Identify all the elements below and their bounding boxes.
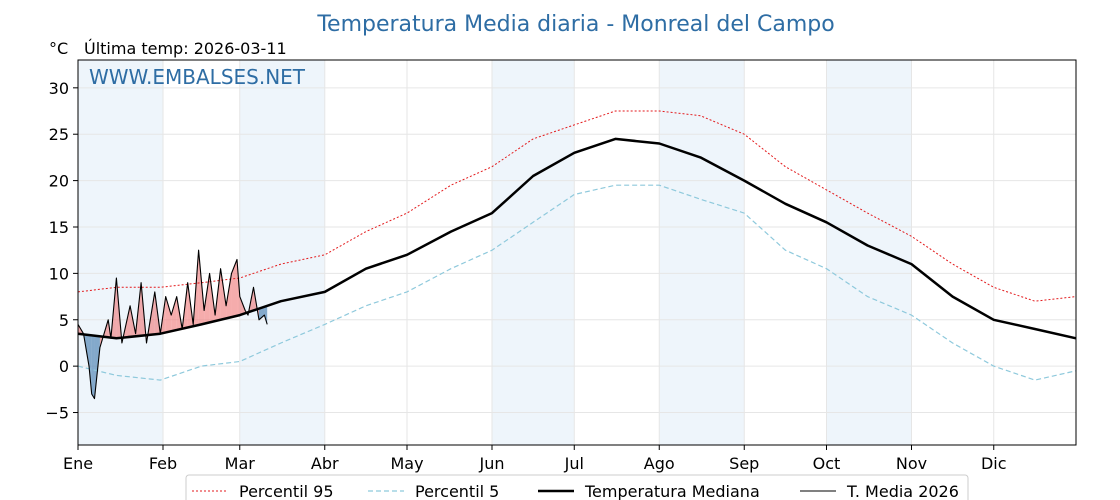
anomaly-fill-segment [171, 296, 177, 332]
plot-frame [77, 59, 1077, 446]
percentile-5-line [77, 184, 1077, 381]
x-tick-label: Ene [63, 454, 93, 473]
y-tick-label: 20 [49, 172, 69, 191]
anomaly-fill-segment [91, 335, 95, 399]
y-tick-label: −5 [45, 404, 69, 423]
anomaly-fill-segment [88, 335, 92, 394]
x-tick-label: Dic [981, 454, 1007, 473]
anomaly-fill-segment [264, 305, 268, 325]
y-tick-label: 25 [49, 125, 69, 144]
x-tick-label: Jul [564, 454, 584, 473]
x-tick-label: May [390, 454, 423, 473]
anomaly-fill-segment [165, 296, 172, 333]
x-tick-label: Feb [149, 454, 177, 473]
x-tick-label: Nov [896, 454, 927, 473]
x-tick-label: Oct [813, 454, 841, 473]
chart-title: Temperatura Media diaria - Monreal del C… [316, 12, 834, 37]
anomaly-fill-segment [258, 306, 265, 320]
month-shade-band [826, 60, 912, 445]
x-tick-label: Mar [225, 454, 256, 473]
y-tick-label: 5 [59, 311, 69, 330]
last-temperature-label: Última temp: 2026-03-11 [84, 39, 287, 58]
x-tick-label: Abr [311, 454, 339, 473]
watermark-text: WWW.EMBALSES.NET [89, 65, 306, 89]
month-shade-band [492, 60, 575, 445]
month-shade-band [239, 60, 325, 445]
y-tick-label: 10 [49, 264, 69, 283]
x-tick-label: Ago [644, 454, 675, 473]
legend-box [185, 474, 969, 500]
y-unit-label: °C [49, 39, 68, 58]
legend-label: Percentil 95 [239, 482, 334, 500]
current-year-line [77, 249, 268, 400]
y-tick-label: 30 [49, 79, 69, 98]
legend-label: T. Media 2026 [846, 482, 959, 500]
y-tick-label: 0 [59, 357, 69, 376]
month-shade-band [659, 60, 745, 445]
x-tick-label: Jun [479, 454, 505, 473]
plot-background [78, 60, 1076, 445]
anomaly-fill-segment [231, 259, 238, 318]
legend-label: Percentil 5 [415, 482, 499, 500]
percentile-95-line [77, 110, 1077, 302]
x-tick-label: Sep [729, 454, 759, 473]
legend-label: Temperatura Mediana [584, 482, 760, 500]
median-temperature-line [77, 137, 1077, 340]
y-tick-label: 15 [49, 218, 69, 237]
